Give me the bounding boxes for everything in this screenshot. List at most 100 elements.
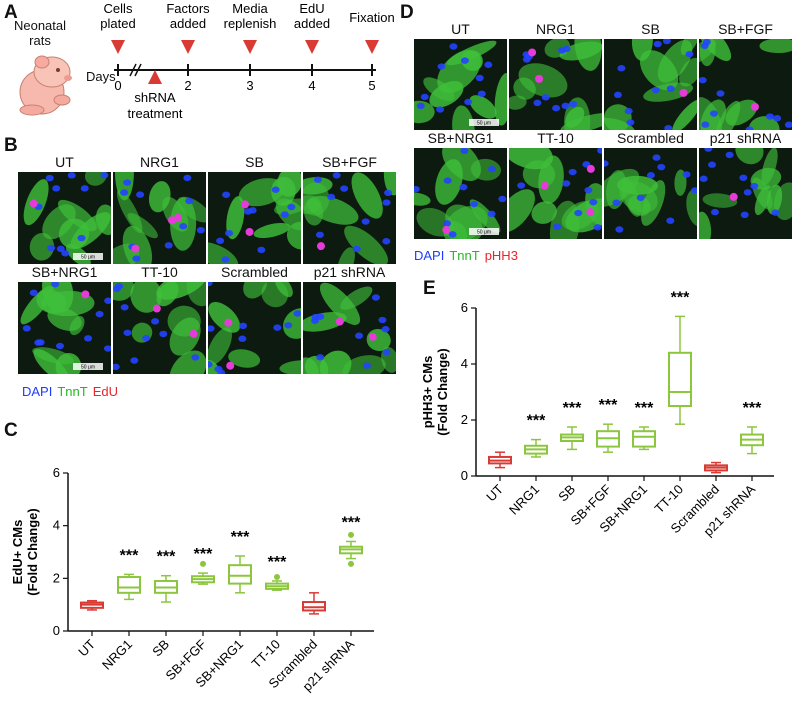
dapi-nucleus: [784, 121, 792, 128]
tnnt-stain: [131, 322, 153, 343]
dapi-nucleus: [716, 90, 725, 97]
dapi-nucleus: [666, 217, 675, 224]
d-micrograph: [699, 148, 792, 239]
dapi-nucleus: [280, 211, 289, 218]
panel-label-b: B: [4, 135, 18, 156]
dapi-nucleus: [589, 198, 598, 206]
dapi-nucleus: [179, 223, 188, 230]
b-micrograph: [208, 282, 301, 374]
significance-marker: ***: [120, 547, 139, 564]
d-micrograph: [604, 39, 697, 130]
dapi-nucleus: [416, 102, 425, 110]
dapi-nucleus: [704, 148, 713, 152]
tnnt-stain: [41, 290, 95, 317]
dapi-nucleus: [636, 194, 645, 201]
dapi-nucleus: [214, 365, 223, 373]
dapi-nucleus: [646, 172, 655, 179]
dapi-nucleus: [541, 94, 550, 101]
panel-label-a: A: [4, 2, 18, 23]
dapi-nucleus: [340, 185, 349, 192]
significance-marker: ***: [671, 289, 690, 306]
scale-bar: [469, 119, 499, 126]
proliferation-marker-nucleus: [528, 48, 537, 57]
shrna-marker: [148, 70, 162, 84]
dapi-nucleus: [552, 104, 561, 112]
dapi-nucleus: [196, 226, 205, 234]
tnnt-stain: [156, 282, 179, 307]
animal-label-line1: Neonatal: [13, 18, 67, 33]
dapi-nucleus: [584, 186, 593, 194]
box-iqr: [117, 576, 141, 594]
dapi-nucleus: [653, 40, 662, 48]
dapi-nucleus: [61, 250, 70, 257]
d-condition-title: NRG1: [536, 21, 575, 37]
tnnt-stain: [699, 211, 712, 239]
micrograph-svg: 50 μm: [414, 148, 507, 239]
event-label-line2: added: [294, 16, 330, 31]
event-marker: [365, 40, 379, 54]
tnnt-stain: [114, 172, 134, 201]
tnnt-stain: [672, 99, 697, 130]
dapi-nucleus: [651, 86, 660, 94]
micrograph-svg: 50 μm: [23, 172, 111, 264]
dapi-nucleus: [183, 174, 192, 182]
proliferation-marker-nucleus: [168, 216, 177, 225]
y-axis-label-line1: pHH3+ CMs: [420, 356, 435, 429]
micrograph-svg: [113, 282, 206, 374]
tnnt-stain: [238, 178, 285, 207]
proliferation-marker-nucleus: [29, 199, 38, 208]
b-micrograph: [303, 282, 396, 374]
dapi-nucleus: [130, 357, 139, 364]
tnnt-stain: [559, 41, 602, 61]
tnnt-stain: [469, 95, 497, 119]
tnnt-stain: [279, 360, 301, 374]
tnnt-stain: [531, 201, 557, 224]
tnnt-stain: [261, 282, 289, 308]
y-tick-label: 6: [461, 300, 468, 315]
dapi-nucleus: [123, 179, 132, 186]
micrograph-svg: [208, 172, 301, 264]
b-micrograph: [113, 282, 206, 374]
tnnt-stain: [208, 359, 222, 374]
event-label-line1: Factors: [166, 1, 210, 16]
b-legend-dapi: DAPI: [22, 384, 53, 399]
tnnt-stain: [641, 180, 666, 226]
tnnt-stain: [226, 196, 245, 240]
x-tick-label: NRG1: [506, 482, 542, 518]
scale-bar: [73, 363, 103, 370]
panel-label-e: E: [423, 278, 436, 299]
significance-marker: ***: [194, 546, 213, 563]
y-axis-label: pHH3+ CMs(Fold Change): [420, 348, 450, 435]
tnnt-stain: [208, 301, 241, 333]
tnnt-stain: [303, 312, 347, 332]
dapi-nucleus: [745, 126, 754, 130]
d-condition-title: p21 shRNA: [709, 130, 782, 146]
dapi-nucleus: [475, 74, 484, 82]
timeline: 0 2 3 4 5CellsplatedFactorsaddedMediarepleni…: [100, 1, 394, 121]
dapi-nucleus: [120, 304, 129, 311]
dapi-nucleus: [443, 177, 452, 184]
significance-marker: ***: [342, 514, 361, 531]
dapi-nucleus: [437, 63, 446, 70]
significance-marker: ***: [563, 400, 582, 417]
b-micrograph: [303, 172, 396, 264]
dapi-nucleus: [773, 115, 782, 122]
tnnt-stain: [84, 172, 107, 186]
dapi-nucleus: [484, 61, 493, 68]
dapi-nucleus: [284, 322, 293, 329]
dapi-nucleus: [771, 209, 780, 216]
tnnt-stain: [169, 350, 206, 374]
proliferation-marker-nucleus: [750, 102, 759, 111]
y-tick-label: 2: [461, 412, 468, 427]
proliferation-marker-nucleus: [316, 242, 325, 251]
b-condition-title: NRG1: [140, 154, 179, 170]
tnnt-stain: [748, 116, 780, 130]
y-axis-label: EdU+ CMs(Fold Change): [10, 508, 40, 595]
dapi-nucleus: [208, 325, 215, 332]
b-micrograph: 50 μm: [18, 282, 111, 374]
proliferation-marker-nucleus: [189, 329, 198, 338]
d-micrograph: [699, 39, 792, 130]
tnnt-stain: [509, 95, 527, 110]
y-tick-label: 2: [53, 570, 60, 585]
dapi-nucleus: [624, 107, 633, 115]
